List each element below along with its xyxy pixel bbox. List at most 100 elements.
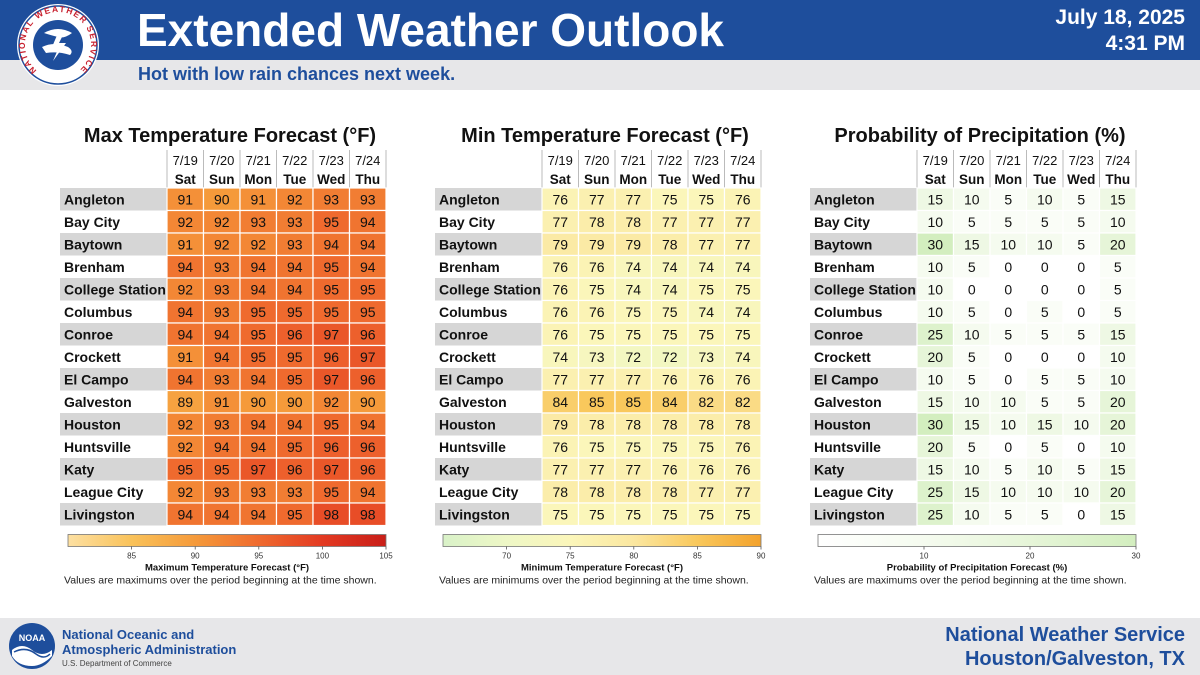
- row-label-brenham: Brenham: [439, 259, 500, 275]
- cell-value: 20: [1110, 236, 1126, 252]
- row-label-katy: Katy: [814, 461, 845, 477]
- cell-value: 77: [589, 461, 605, 477]
- cell-value: 20: [1110, 484, 1126, 500]
- cell-value: 15: [927, 394, 943, 410]
- cell-value: 75: [625, 304, 641, 320]
- column-date: 7/20: [584, 153, 609, 168]
- row-label-background: [435, 458, 542, 481]
- noaa-name-line1: National Oceanic and: [62, 627, 195, 642]
- cell-value: 93: [214, 416, 230, 432]
- row-label-background: [60, 503, 167, 526]
- row-label-background: [810, 233, 917, 256]
- cell-value: 73: [698, 349, 714, 365]
- column-day: Sun: [209, 172, 235, 187]
- row-label-background: [60, 435, 167, 458]
- cell-value: 15: [927, 461, 943, 477]
- column-date: 7/23: [694, 153, 719, 168]
- row-label-college-station: College Station: [814, 281, 916, 297]
- cell-value: 74: [625, 259, 641, 275]
- cell-value: 75: [698, 281, 714, 297]
- row-label-background: [810, 368, 917, 391]
- row-label-conroe: Conroe: [439, 326, 488, 342]
- cell-value: 75: [589, 506, 605, 522]
- row-label-bay-city: Bay City: [64, 214, 120, 230]
- row-label-el-campo: El Campo: [814, 371, 879, 387]
- cell-value: 93: [287, 214, 303, 230]
- cell-value: 75: [625, 506, 641, 522]
- cell-value: 30: [927, 416, 943, 432]
- cell-value: 75: [625, 326, 641, 342]
- cell-value: 10: [964, 191, 980, 207]
- column-day: Thu: [730, 172, 755, 187]
- column-day: Wed: [1067, 172, 1095, 187]
- row-label-background: [435, 188, 542, 211]
- cell-value: 5: [1041, 439, 1049, 455]
- colorbar-tick-label: 85: [693, 552, 702, 561]
- cell-value: 75: [589, 439, 605, 455]
- cell-value: 82: [735, 394, 751, 410]
- cell-value: 90: [250, 394, 266, 410]
- noaa-name-line2: Atmospheric Administration: [62, 642, 237, 657]
- heatmap-cell: [723, 502, 762, 527]
- cell-value: 76: [735, 461, 751, 477]
- cell-value: 20: [1110, 394, 1126, 410]
- cell-value: 77: [625, 371, 641, 387]
- row-label-background: [435, 300, 542, 323]
- row-label-el-campo: El Campo: [64, 371, 129, 387]
- cell-value: 94: [360, 484, 376, 500]
- cell-value: 85: [625, 394, 641, 410]
- cell-value: 5: [1077, 326, 1085, 342]
- cell-value: 5: [1004, 326, 1012, 342]
- cell-value: 76: [698, 461, 714, 477]
- cell-value: 96: [360, 439, 376, 455]
- colorbar-label: Probability of Precipitation Forecast (%…: [887, 563, 1068, 574]
- cell-value: 79: [552, 236, 568, 252]
- cell-value: 25: [927, 506, 943, 522]
- cell-value: 25: [927, 484, 943, 500]
- column-day: Thu: [355, 172, 380, 187]
- row-label-columbus: Columbus: [439, 304, 508, 320]
- cell-value: 91: [177, 236, 193, 252]
- cell-value: 0: [1041, 259, 1049, 275]
- cell-value: 77: [698, 214, 714, 230]
- cell-value: 97: [323, 371, 339, 387]
- row-label-background: [810, 435, 917, 458]
- cell-value: 0: [1004, 439, 1012, 455]
- cell-value: 77: [552, 461, 568, 477]
- cell-value: 92: [177, 416, 193, 432]
- cell-value: 93: [360, 191, 376, 207]
- cell-value: 78: [662, 416, 678, 432]
- row-label-background: [810, 300, 917, 323]
- column-day: Thu: [1105, 172, 1130, 187]
- cell-value: 75: [589, 326, 605, 342]
- column-day: Mon: [994, 172, 1022, 187]
- cell-value: 10: [1037, 236, 1053, 252]
- colorbar-tick-label: 90: [191, 552, 200, 561]
- cell-value: 75: [662, 326, 678, 342]
- column-day: Sat: [925, 172, 947, 187]
- cell-value: 77: [698, 236, 714, 252]
- cell-value: 76: [552, 259, 568, 275]
- column-day: Tue: [658, 172, 681, 187]
- row-label-background: [810, 413, 917, 436]
- cell-value: 95: [250, 349, 266, 365]
- row-label-katy: Katy: [439, 461, 470, 477]
- cell-value: 10: [927, 281, 943, 297]
- cell-value: 0: [1004, 349, 1012, 365]
- cell-value: 30: [927, 236, 943, 252]
- cell-value: 10: [927, 371, 943, 387]
- row-label-background: [810, 345, 917, 368]
- cell-value: 5: [1077, 214, 1085, 230]
- cell-value: 76: [698, 371, 714, 387]
- cell-value: 96: [323, 439, 339, 455]
- row-label-background: [60, 255, 167, 278]
- cell-value: 72: [625, 349, 641, 365]
- cell-value: 78: [735, 416, 751, 432]
- cell-value: 5: [1114, 304, 1122, 320]
- cell-value: 75: [698, 191, 714, 207]
- header-band: [0, 0, 1200, 60]
- office-name: National Weather Service: [945, 624, 1185, 646]
- cell-value: 0: [1004, 281, 1012, 297]
- row-label-background: [435, 413, 542, 436]
- row-label-background: [810, 278, 917, 301]
